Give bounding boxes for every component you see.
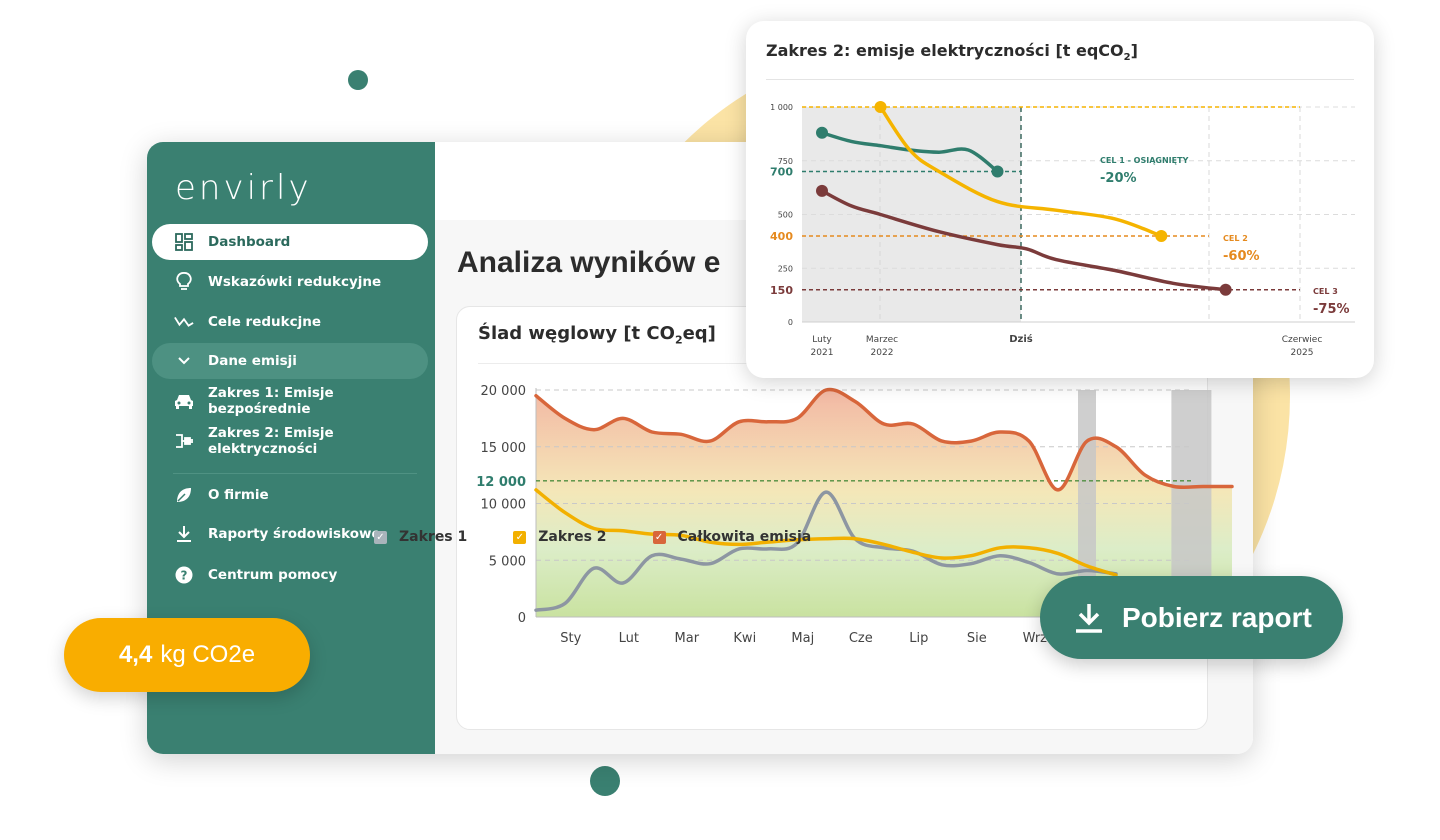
svg-text:?: ?	[181, 569, 188, 583]
nav-label: Zakres 1: Emisje bezpośrednie	[208, 385, 334, 417]
scope2-goals-card: Zakres 2: emisje elektryczności [t eqCO2…	[746, 21, 1374, 378]
nav-label: Zakres 2: Emisje elektryczności	[208, 425, 334, 457]
nav-label: Dashboard	[208, 234, 291, 250]
nav-item-o-firmie[interactable]: O firmie	[152, 477, 428, 513]
scope2-card-title: Zakres 2: emisje elektryczności [t eqCO2…	[766, 41, 1138, 64]
scope2-card-divider	[766, 79, 1354, 80]
nav-item-zakres-1[interactable]: Zakres 1: Emisje bezpośrednie	[152, 383, 428, 419]
nav-label: Raporty środowiskowe	[208, 526, 381, 542]
badge-value: 4,4	[118, 641, 153, 668]
trend-icon	[174, 312, 194, 332]
emission-badge: 4,4 kg CO2e	[64, 618, 310, 692]
nav-label: Wskazówki redukcyjne	[208, 274, 382, 290]
legend-item-calkowita[interactable]: ✓ Całkowita emisja	[652, 529, 812, 545]
leaf-icon	[174, 485, 194, 505]
nav-label: O firmie	[208, 487, 269, 503]
nav-item-dashboard[interactable]: Dashboard	[152, 224, 428, 260]
chart-legend: ✓ Zakres 1 ✓ Zakres 2 ✓ Całkowita emisja	[374, 529, 857, 545]
car-icon	[174, 391, 194, 411]
decor-dot-bottom	[590, 766, 620, 796]
chevron-down-icon	[174, 351, 194, 371]
checkbox-icon[interactable]: ✓	[513, 530, 527, 544]
nav-item-cele[interactable]: Cele redukcjne	[152, 304, 428, 340]
help-icon: ?	[174, 565, 194, 585]
download-icon	[174, 524, 194, 544]
decor-dot-top	[348, 70, 368, 90]
legend-item-zakres-2[interactable]: ✓ Zakres 2	[513, 529, 607, 545]
nav-item-raporty[interactable]: Raporty środowiskowe	[152, 516, 428, 552]
nav-label: Dane emisji	[208, 353, 297, 369]
dashboard-icon	[174, 232, 194, 252]
nav-item-zakres-2[interactable]: Zakres 2: Emisje elektryczności	[152, 423, 428, 459]
nav-label: Centrum pomocy	[208, 567, 338, 583]
checkbox-icon[interactable]: ✓	[374, 530, 387, 544]
legend-label: Zakres 1	[399, 529, 468, 545]
badge-unit: kg CO2e	[160, 641, 256, 668]
download-report-label: Pobierz raport	[1122, 601, 1312, 633]
nav-label: Cele redukcjne	[208, 314, 322, 330]
nav-divider	[173, 473, 417, 474]
nav-item-wskazowki[interactable]: Wskazówki redukcyjne	[152, 264, 428, 300]
legend-label: Zakres 2	[538, 529, 607, 545]
download-icon	[1074, 602, 1104, 634]
plug-icon	[174, 431, 194, 451]
nav-item-dane-emisji[interactable]: Dane emisji	[152, 343, 428, 379]
page-title: Analiza wyników e	[457, 246, 721, 279]
download-report-button[interactable]: Pobierz raport	[1040, 576, 1343, 659]
nav-item-pomoc[interactable]: ? Centrum pomocy	[152, 557, 428, 593]
card-title: Ślad węglowy [t CO2eq]	[478, 323, 716, 347]
legend-item-zakres-1[interactable]: ✓ Zakres 1	[374, 529, 467, 545]
legend-label: Całkowita emisja	[677, 529, 812, 545]
logo[interactable]: envirly	[175, 168, 312, 208]
checkbox-icon[interactable]: ✓	[652, 530, 666, 544]
lightbulb-icon	[174, 272, 194, 292]
sidebar: envirly Dashboard Wskazówki redukcyjne C…	[147, 142, 435, 754]
